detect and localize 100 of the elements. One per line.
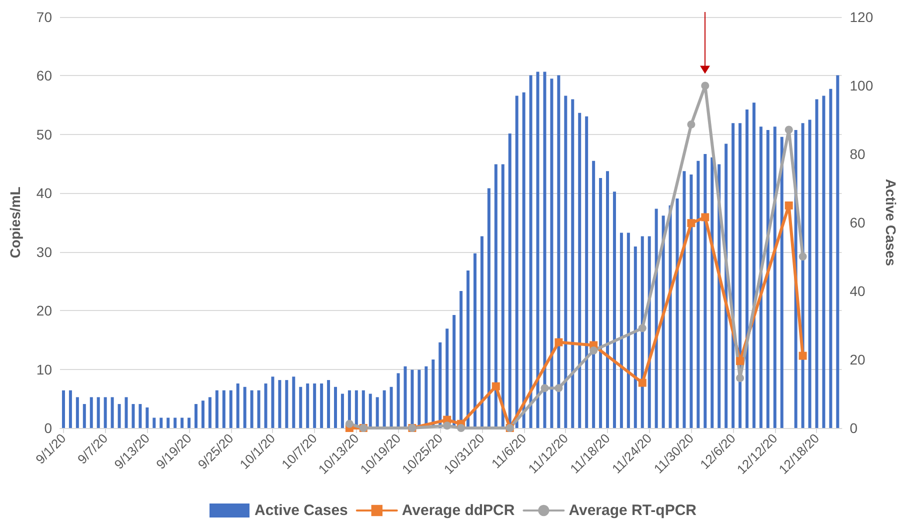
bar — [104, 397, 107, 428]
bar — [668, 205, 672, 428]
bar — [180, 418, 184, 428]
bar — [146, 407, 149, 428]
bar — [368, 394, 372, 428]
bar — [487, 188, 490, 428]
bar — [340, 394, 344, 428]
y2-tick-label: 120 — [850, 9, 874, 25]
y-tick-label: 70 — [36, 9, 52, 25]
y-tick-label: 20 — [36, 302, 52, 319]
y2-axis-title: Active Cases — [883, 178, 899, 266]
point — [554, 338, 563, 346]
bar — [188, 418, 191, 428]
bar — [250, 390, 254, 428]
point — [540, 384, 549, 392]
bar — [766, 130, 770, 428]
bar — [62, 390, 65, 428]
point — [736, 374, 744, 382]
y-axis-title: Copies/mL — [7, 186, 23, 258]
point — [457, 424, 466, 432]
legend-label: Average RT-qPCR — [568, 502, 697, 519]
bar — [752, 102, 756, 428]
bar — [166, 418, 170, 428]
bar — [320, 383, 324, 428]
bar — [124, 397, 128, 428]
bar — [620, 232, 623, 428]
bar — [390, 386, 393, 428]
bar — [822, 96, 826, 428]
legend-label: Active Cases — [254, 502, 348, 519]
bar — [571, 99, 574, 428]
bar — [515, 96, 518, 428]
bar — [236, 383, 240, 428]
point — [701, 82, 710, 90]
bar — [606, 171, 610, 428]
bar — [132, 404, 135, 428]
y2-tick-label: 80 — [850, 146, 866, 162]
point — [736, 357, 744, 366]
bar — [215, 390, 218, 428]
y2-tick-label: 20 — [850, 352, 866, 368]
bar — [529, 75, 532, 428]
bar — [808, 120, 812, 428]
y-tick-label: 40 — [36, 185, 52, 202]
bar — [313, 383, 316, 428]
bar — [836, 75, 840, 428]
bar — [710, 157, 714, 428]
bar — [396, 373, 400, 428]
point — [492, 382, 500, 390]
bar — [682, 171, 686, 428]
bar — [174, 418, 177, 428]
bar — [696, 160, 700, 428]
point — [345, 420, 354, 428]
point — [784, 126, 793, 134]
bar — [690, 174, 693, 428]
bar — [676, 198, 679, 428]
legend-label: Average ddPCR — [402, 502, 515, 519]
bar — [585, 116, 588, 428]
bar — [76, 397, 79, 428]
bar — [82, 404, 86, 428]
bar — [612, 192, 616, 428]
point — [638, 378, 646, 387]
bar — [404, 366, 407, 428]
bar — [90, 397, 93, 428]
point — [798, 252, 807, 261]
bar — [738, 123, 742, 428]
bar — [278, 380, 282, 428]
bar — [264, 383, 268, 428]
y-tick-label: 60 — [36, 68, 52, 84]
bar — [494, 164, 498, 428]
bar — [208, 397, 212, 428]
bar — [578, 112, 582, 428]
point — [554, 384, 563, 392]
bar — [96, 397, 100, 428]
bar — [759, 126, 762, 428]
bar — [243, 386, 246, 428]
bar — [222, 390, 226, 428]
y-tick-label: 0 — [44, 420, 52, 436]
y2-tick-label: 0 — [850, 420, 858, 436]
point — [784, 201, 793, 210]
bar — [160, 418, 163, 428]
bar — [704, 154, 707, 428]
bar — [480, 236, 484, 428]
bar — [522, 92, 526, 428]
point — [687, 120, 696, 128]
bar — [634, 246, 637, 428]
bar — [550, 78, 554, 428]
bar — [473, 253, 476, 428]
point — [638, 324, 646, 332]
bar — [306, 383, 310, 428]
point — [590, 346, 598, 354]
bar — [229, 390, 232, 428]
y-tick-label: 50 — [36, 126, 52, 142]
bar — [327, 380, 330, 428]
bar — [138, 404, 142, 428]
bar — [68, 390, 72, 428]
bar — [773, 126, 776, 428]
bar — [152, 418, 156, 428]
bar — [815, 99, 818, 428]
bar — [564, 96, 568, 428]
bar — [557, 75, 560, 428]
bar — [285, 380, 288, 428]
